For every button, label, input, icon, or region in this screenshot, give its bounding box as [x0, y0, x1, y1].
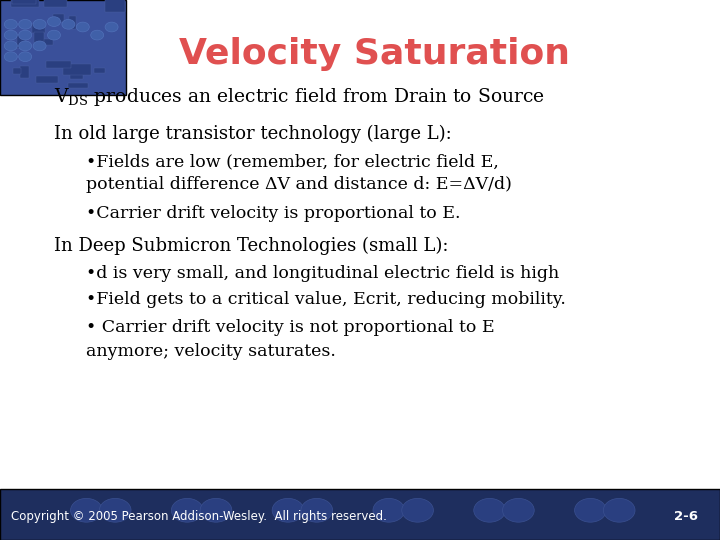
- FancyBboxPatch shape: [44, 0, 67, 7]
- Circle shape: [99, 498, 131, 522]
- Text: •Field gets to a critical value, Ecrit, reducing mobility.: •Field gets to a critical value, Ecrit, …: [86, 291, 566, 308]
- Text: V$_\mathregular{DS}$ produces an electric field from Drain to Source: V$_\mathregular{DS}$ produces an electri…: [54, 86, 545, 108]
- FancyBboxPatch shape: [68, 16, 76, 29]
- Circle shape: [19, 41, 32, 51]
- FancyBboxPatch shape: [20, 66, 29, 78]
- Text: potential difference ΔV and distance d: E=ΔV/d): potential difference ΔV and distance d: …: [86, 176, 512, 193]
- Text: In old large transistor technology (large L):: In old large transistor technology (larg…: [54, 125, 451, 143]
- Circle shape: [19, 19, 32, 29]
- Circle shape: [19, 52, 32, 62]
- FancyBboxPatch shape: [12, 0, 35, 4]
- Circle shape: [91, 30, 104, 40]
- FancyBboxPatch shape: [94, 68, 104, 73]
- FancyBboxPatch shape: [37, 76, 58, 83]
- Text: In Deep Submicron Technologies (small L):: In Deep Submicron Technologies (small L)…: [54, 237, 449, 255]
- Circle shape: [171, 498, 203, 522]
- Circle shape: [503, 498, 534, 522]
- Circle shape: [33, 41, 46, 51]
- Text: Copyright © 2005 Pearson Addison-Wesley.  All rights reserved.: Copyright © 2005 Pearson Addison-Wesley.…: [11, 510, 387, 523]
- Circle shape: [4, 30, 17, 40]
- FancyBboxPatch shape: [45, 61, 71, 68]
- FancyBboxPatch shape: [32, 24, 45, 33]
- FancyBboxPatch shape: [0, 0, 126, 94]
- Circle shape: [4, 41, 17, 51]
- FancyBboxPatch shape: [105, 0, 125, 12]
- Circle shape: [200, 498, 232, 522]
- FancyBboxPatch shape: [17, 35, 24, 48]
- FancyBboxPatch shape: [68, 83, 88, 87]
- Circle shape: [71, 498, 102, 522]
- Circle shape: [33, 19, 46, 29]
- Circle shape: [19, 30, 32, 40]
- FancyBboxPatch shape: [34, 32, 44, 43]
- FancyBboxPatch shape: [13, 68, 22, 75]
- Text: anymore; velocity saturates.: anymore; velocity saturates.: [86, 342, 336, 360]
- Text: Velocity Saturation: Velocity Saturation: [179, 37, 570, 71]
- FancyBboxPatch shape: [70, 73, 84, 79]
- Circle shape: [76, 22, 89, 32]
- Circle shape: [603, 498, 635, 522]
- Circle shape: [4, 19, 17, 29]
- FancyBboxPatch shape: [0, 489, 720, 540]
- Text: 2-6: 2-6: [675, 510, 698, 523]
- FancyBboxPatch shape: [11, 0, 39, 7]
- Text: •Carrier drift velocity is proportional to E.: •Carrier drift velocity is proportional …: [86, 205, 461, 222]
- Text: • Carrier drift velocity is not proportional to E: • Carrier drift velocity is not proporti…: [86, 319, 495, 336]
- Circle shape: [575, 498, 606, 522]
- Circle shape: [272, 498, 304, 522]
- Text: •d is very small, and longitudinal electric field is high: •d is very small, and longitudinal elect…: [86, 265, 559, 282]
- Text: •Fields are low (remember, for electric field E,: •Fields are low (remember, for electric …: [86, 153, 499, 171]
- Circle shape: [402, 498, 433, 522]
- FancyBboxPatch shape: [37, 39, 53, 45]
- Circle shape: [474, 498, 505, 522]
- Circle shape: [105, 22, 118, 32]
- Circle shape: [48, 30, 60, 40]
- FancyBboxPatch shape: [63, 64, 91, 75]
- Circle shape: [301, 498, 333, 522]
- Circle shape: [48, 17, 60, 26]
- FancyBboxPatch shape: [53, 14, 64, 22]
- Circle shape: [4, 52, 17, 62]
- Circle shape: [62, 19, 75, 29]
- Circle shape: [373, 498, 405, 522]
